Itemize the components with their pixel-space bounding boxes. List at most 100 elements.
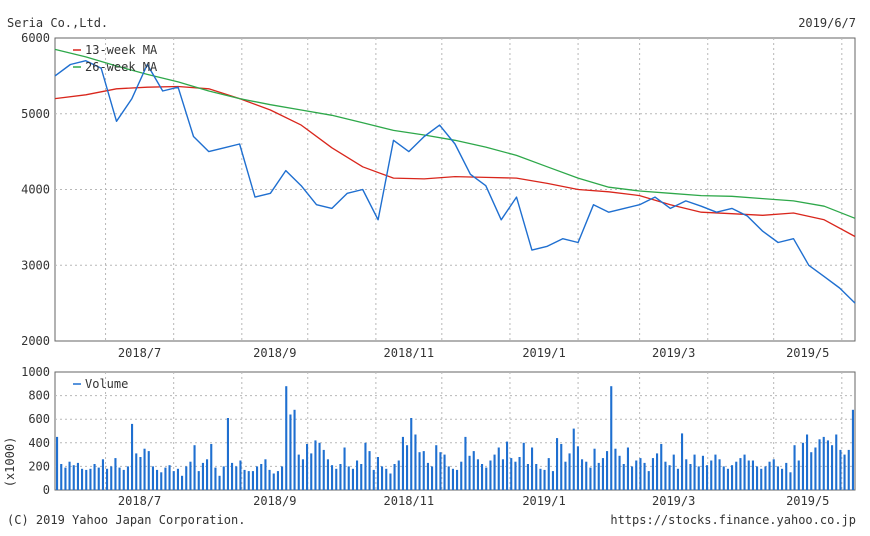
volume-bar xyxy=(118,467,121,490)
price-x-tick-label: 2019/1 xyxy=(522,346,565,360)
volume-bar xyxy=(531,447,534,490)
volume-bar xyxy=(110,466,113,490)
volume-bar xyxy=(331,465,334,490)
volume-bar xyxy=(135,453,138,490)
volume-bar xyxy=(543,469,546,490)
volume-bar xyxy=(401,436,404,490)
volume-bar xyxy=(222,466,225,490)
volume-axis-unit: (x1000) xyxy=(3,437,17,488)
volume-bar xyxy=(460,461,463,490)
volume-bar xyxy=(81,468,84,490)
price-gridlines xyxy=(55,38,855,341)
volume-bar xyxy=(851,409,854,490)
volume-bar xyxy=(389,473,392,490)
volume-bar xyxy=(422,451,425,490)
volume-bar xyxy=(406,445,409,490)
volume-bar xyxy=(172,471,175,490)
volume-bar xyxy=(585,461,588,490)
price-x-tick-label: 2019/5 xyxy=(786,346,829,360)
volume-bar xyxy=(226,418,229,490)
volume-bar xyxy=(681,433,684,490)
volume-bar xyxy=(293,409,296,490)
volume-bar xyxy=(606,451,609,490)
volume-bar xyxy=(289,414,292,490)
price-x-tick-label: 2019/3 xyxy=(652,346,695,360)
volume-bar xyxy=(685,459,688,490)
volume-bar xyxy=(639,458,642,490)
volume-bar xyxy=(393,464,396,490)
company-name: Seria Co.,Ltd. xyxy=(7,16,108,30)
volume-bar xyxy=(456,469,459,490)
price-series xyxy=(54,48,856,304)
volume-bar xyxy=(385,468,388,490)
volume-bar xyxy=(818,439,821,490)
volume-bar xyxy=(156,469,159,490)
volume-bar xyxy=(368,451,371,490)
volume-y-axis: 1000 800 600 400 200 0 xyxy=(21,365,50,497)
volume-bar xyxy=(243,469,246,490)
volume-bar xyxy=(97,467,100,490)
legend-label-ma26: 26-week MA xyxy=(85,60,158,74)
copyright-text: (C) 2019 Yahoo Japan Corporation. xyxy=(7,513,245,527)
volume-bar xyxy=(539,468,542,490)
volume-bar xyxy=(435,445,438,490)
volume-bar xyxy=(485,467,488,490)
volume-bar xyxy=(260,464,263,490)
volume-bar xyxy=(739,458,742,490)
price-panel: 6000 5000 4000 3000 2000 2018/7 2018/9 2018/11… xyxy=(21,31,856,360)
volume-bar xyxy=(351,468,354,490)
volume-bar xyxy=(335,468,338,490)
volume-bar xyxy=(581,459,584,490)
volume-bar xyxy=(760,468,763,490)
volume-bar xyxy=(376,457,379,490)
volume-bar xyxy=(693,454,696,490)
volume-bar xyxy=(410,418,413,490)
volume-bar xyxy=(789,472,792,490)
ma26-line xyxy=(54,48,856,219)
volume-bar xyxy=(476,459,479,490)
volume-bar xyxy=(210,444,213,490)
volume-bar xyxy=(239,460,242,490)
volume-bar xyxy=(431,466,434,490)
volume-bar xyxy=(568,453,571,490)
volume-bar xyxy=(714,454,717,490)
volume-bar xyxy=(56,436,59,490)
volume-bar xyxy=(731,465,734,490)
volume-bar xyxy=(397,460,400,490)
volume-bar xyxy=(176,468,179,490)
source-link[interactable]: https://stocks.finance.yahoo.co.jp xyxy=(610,513,856,527)
volume-bar xyxy=(668,465,671,490)
legend-label-volume: Volume xyxy=(85,377,128,391)
price-y-tick-label: 5000 xyxy=(21,107,50,121)
volume-y-tick-label: 200 xyxy=(28,459,50,473)
volume-bar xyxy=(139,457,142,490)
volume-bar xyxy=(847,449,850,490)
volume-bar xyxy=(76,462,79,490)
volume-bar xyxy=(810,452,813,490)
volume-bar xyxy=(206,459,209,490)
volume-bar xyxy=(835,434,838,490)
volume-bar xyxy=(610,386,613,490)
volume-bar xyxy=(93,464,96,490)
volume-bar xyxy=(501,459,504,490)
volume-bar xyxy=(101,459,104,490)
volume-bar xyxy=(185,466,188,490)
volume-bar xyxy=(451,468,454,490)
volume-bar xyxy=(143,448,146,490)
volume-bar xyxy=(764,466,767,490)
volume-bar xyxy=(297,454,300,490)
volume-bar xyxy=(347,466,350,490)
price-x-axis: 2018/7 2018/9 2018/11 2019/1 2019/3 2019/5 xyxy=(118,346,829,360)
volume-y-tick-label: 1000 xyxy=(21,365,50,379)
volume-bar xyxy=(122,469,125,490)
volume-bar xyxy=(114,458,117,490)
volume-bar xyxy=(339,464,342,490)
volume-bar xyxy=(272,473,275,490)
volume-x-tick-label: 2019/5 xyxy=(786,494,829,508)
volume-x-axis: 2018/7 2018/9 2018/11 2019/1 2019/3 2019/5 xyxy=(118,494,829,508)
volume-bar xyxy=(481,464,484,490)
volume-bar xyxy=(710,460,713,490)
price-x-tick-label: 2018/7 xyxy=(118,346,161,360)
volume-bar xyxy=(276,471,279,490)
